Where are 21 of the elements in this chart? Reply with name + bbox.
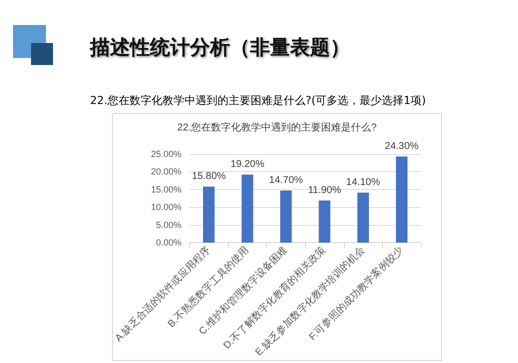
data-label: 24.30% [384,140,419,152]
data-label: 19.20% [230,159,264,170]
bar [318,200,330,243]
data-label: 15.80% [192,171,226,182]
y-tick-label: 15.00% [150,184,182,194]
bar [203,186,215,243]
data-label: 11.90% [308,184,342,196]
bar [357,192,369,243]
y-tick-label: 10.00% [150,202,182,212]
y-tick-label: 5.00% [156,220,182,230]
y-tick-label: 25.00% [150,149,182,159]
y-tick-label: 20.00% [150,166,182,177]
text: 22.您在数字化教学中遇到的主要困难是什么? [177,122,378,134]
bar [242,174,254,243]
bar [396,156,408,243]
chart-subtitle: 22.您在数字化教学中遇到的主要困难是什么?(可多选，最少选择1项) [90,93,426,108]
data-label: 14.10% [346,177,380,188]
y-tick-label: 0.00% [156,238,182,248]
data-label: 14.70% [269,175,304,186]
bar [280,190,292,243]
chart-title: 描述性统计分析（非量表题） [90,34,350,61]
